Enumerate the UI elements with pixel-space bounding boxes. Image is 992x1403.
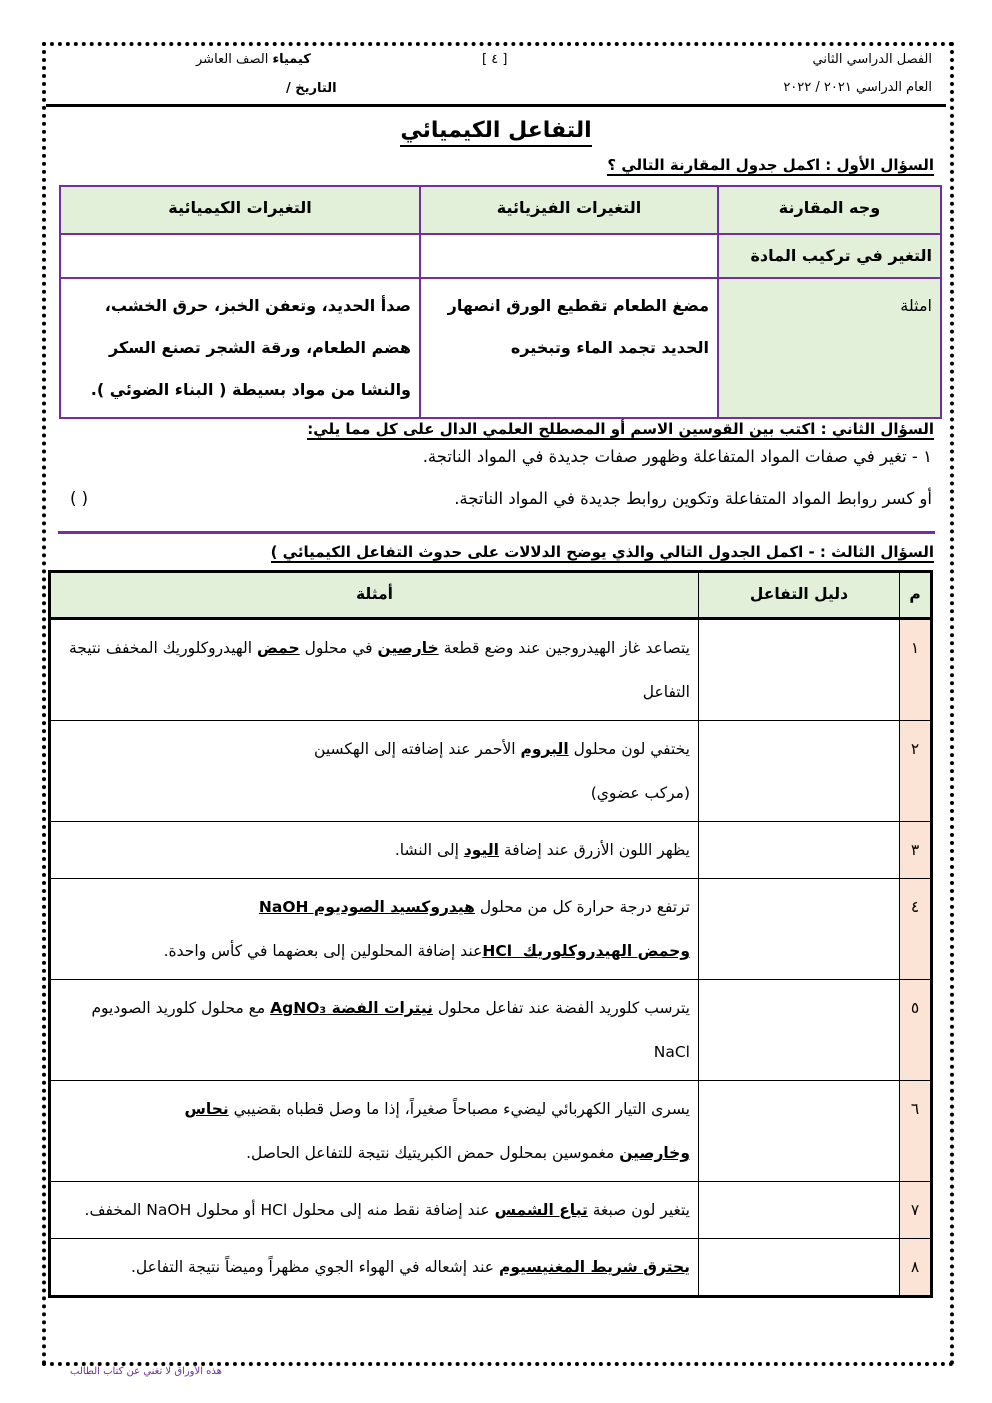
example-cell: يترسب كلوريد الفضة عند تفاعل محلول نيترا…	[49, 979, 699, 1081]
header-cell: دليل التفاعل	[698, 571, 900, 620]
example-text: يترسب كلوريد الفضة عند تفاعل محلول	[432, 999, 690, 1017]
key-term: اليود	[463, 841, 499, 859]
table-row: ٣ يظهر اللون الأزرق عند إضافة اليود إلى ا…	[49, 821, 932, 879]
answer-cell[interactable]	[419, 233, 719, 279]
table-row: ٦ يسرى التيار الكهربائي ليضيء مصباحاً صغي…	[49, 1080, 932, 1182]
key-term: وحمض الهيدروكلوريك HCl	[482, 942, 690, 960]
key-term: يحترق شريط المغنيسيوم	[498, 1258, 690, 1276]
header-cell: وجه المقارنة	[717, 185, 942, 235]
row-number: ٨	[899, 1238, 932, 1297]
chemical-examples: صدأ الحديد، وتعفن الخبز، حرق الخشب، هضم …	[59, 277, 421, 419]
evidence-answer-cell[interactable]	[698, 1181, 900, 1239]
row-label: التغير في تركيب المادة	[717, 233, 942, 279]
table-row: ٥ يترسب كلوريد الفضة عند تفاعل محلول نيتر…	[49, 979, 932, 1081]
answer-blank[interactable]: ( )	[70, 489, 89, 508]
example-text: يسرى التيار الكهربائي ليضيء مصباحاً صغير…	[228, 1100, 690, 1118]
example-text: ترتفع درجة حرارة كل من محلول	[474, 898, 690, 916]
example-text: عند إضافة المحلولين إلى بعضهما في كأس وا…	[163, 942, 483, 960]
example-cell: يتغير لون صبغة تباع الشمس عند إضافة نقط …	[49, 1181, 699, 1239]
page-title: التفاعل الكيميائي	[0, 118, 992, 147]
table-header-row: م دليل التفاعل أمثلة	[49, 571, 932, 620]
subject-grade: كيمياء الصف العاشر	[196, 52, 311, 67]
table-header-row: وجه المقارنة التغيرات الفيزيائية التغيرا…	[59, 185, 942, 235]
table-row: ٢ يختفي لون محلول البروم الأحمر عند إضافت…	[49, 720, 932, 822]
table-row: امثلة مضغ الطعام تقطيع الورق انصهار الحد…	[59, 277, 942, 419]
physical-examples: مضغ الطعام تقطيع الورق انصهار الحديد تجم…	[419, 277, 719, 419]
example-cell: يسرى التيار الكهربائي ليضيء مصباحاً صغير…	[49, 1080, 699, 1182]
example-text: في محلول	[299, 639, 378, 657]
evidence-answer-cell[interactable]	[698, 821, 900, 879]
page-border	[42, 42, 954, 1366]
example-text: يتغير لون صبغة	[587, 1201, 690, 1219]
row-number: ٣	[899, 821, 932, 879]
example-text: إلى النشا.	[394, 841, 464, 859]
key-term: خارصين	[377, 639, 439, 657]
evidence-answer-cell[interactable]	[698, 1080, 900, 1182]
evidence-answer-cell[interactable]	[698, 979, 900, 1081]
table-row: ٧ يتغير لون صبغة تباع الشمس عند إضافة نقط…	[49, 1181, 932, 1239]
row-label: امثلة	[717, 277, 942, 419]
example-text: يظهر اللون الأزرق عند إضافة	[498, 841, 690, 859]
table-row: ٨ يحترق شريط المغنيسيوم عند إشعاله في اله…	[49, 1238, 932, 1297]
q2-heading: السؤال الثاني : اكتب بين القوسين الاسم أ…	[307, 420, 934, 440]
page-title-text: التفاعل الكيميائي	[400, 118, 592, 147]
date-label: التاريخ /	[286, 81, 337, 96]
example-cell: يتصاعد غاز الهيدروجين عند وضع قطعة خارصي…	[49, 618, 699, 721]
example-text: يختفي لون محلول	[568, 740, 690, 758]
answer-cell[interactable]	[59, 233, 421, 279]
key-term: هيدروكسيد الصوديوم NaOH	[258, 898, 475, 916]
example-cell: ترتفع درجة حرارة كل من محلول هيدروكسيد ا…	[49, 878, 699, 980]
q1-heading: السؤال الأول : اكمل جدول المقارنة التالي…	[607, 156, 934, 176]
evidence-answer-cell[interactable]	[698, 878, 900, 980]
row-number: ٦	[899, 1080, 932, 1182]
table-row: ٤ ترتفع درجة حرارة كل من محلول هيدروكسيد …	[49, 878, 932, 980]
evidence-answer-cell[interactable]	[698, 1238, 900, 1297]
example-text: مع محلول كلوريد الصوديوم NaCl	[86, 999, 690, 1061]
key-term: البروم	[520, 740, 569, 758]
evidence-answer-cell[interactable]	[698, 720, 900, 822]
key-term: تباع الشمس	[494, 1201, 588, 1219]
example-text: يتصاعد غاز الهيدروجين عند وضع قطعة	[438, 639, 690, 657]
table-row: ١ يتصاعد غاز الهيدروجين عند وضع قطعة خارص…	[49, 618, 932, 721]
grade-label: الصف العاشر	[196, 52, 273, 67]
subject-name: كيمياء	[272, 52, 311, 67]
q3-heading: السؤال الثالث : - اكمل الجدول التالي وال…	[270, 543, 934, 563]
key-term: نحاس	[184, 1100, 229, 1118]
evidence-answer-cell[interactable]	[698, 618, 900, 721]
example-text: الهيدروكلوريك المخفف نتيجة التفاعل	[64, 639, 690, 701]
example-cell: يختفي لون محلول البروم الأحمر عند إضافته…	[49, 720, 699, 822]
semester-label: الفصل الدراسي الثاني	[812, 52, 932, 67]
header-cell: التغيرات الفيزيائية	[419, 185, 719, 235]
row-number: ٤	[899, 878, 932, 980]
example-text: مغموسين بمحلول حمض الكبريتيك نتيجة للتفا…	[246, 1144, 620, 1162]
comparison-table: وجه المقارنة التغيرات الفيزيائية التغيرا…	[59, 185, 942, 419]
row-number: ١	[899, 618, 932, 721]
row-number: ٢	[899, 720, 932, 822]
table-row: التغير في تركيب المادة	[59, 233, 942, 279]
q2-item-1-cont: أو كسر روابط المواد المتفاعلة وتكوين روا…	[454, 489, 932, 508]
header-cell: التغيرات الكيميائية	[59, 185, 421, 235]
example-text: (مركب عضوي)	[590, 784, 690, 802]
key-term: وخارصين	[619, 1144, 690, 1162]
example-text: الأحمر عند إضافته إلى الهكسين	[309, 740, 521, 758]
footer-note: هذه الأوراق لا تغني عن كتاب الطالب	[70, 1366, 222, 1377]
q2-item-1: ١ - تغير في صفات المواد المتفاعلة وظهور …	[422, 447, 932, 466]
academic-year: العام الدراسي ٢٠٢١ / ٢٠٢٢	[783, 80, 932, 95]
evidence-table: م دليل التفاعل أمثلة ١ يتصاعد غاز الهيدرو…	[48, 570, 933, 1298]
key-term: حمض	[256, 639, 300, 657]
page-number: [ ٤ ]	[482, 52, 508, 67]
section-divider	[58, 531, 935, 534]
header-cell: م	[899, 571, 932, 620]
example-cell: يحترق شريط المغنيسيوم عند إشعاله في الهو…	[49, 1238, 699, 1297]
row-number: ٧	[899, 1181, 932, 1239]
example-text: عند إشعاله في الهواء الجوي مظهراً وميضاً…	[130, 1258, 499, 1276]
key-term: نيترات الفضة AgNO₃	[270, 999, 433, 1017]
example-text: عند إضافة نقط منه إلى محلول HCl أو محلول…	[84, 1201, 495, 1219]
header-divider	[46, 104, 946, 107]
header-cell: أمثلة	[49, 571, 699, 620]
example-cell: يظهر اللون الأزرق عند إضافة اليود إلى ال…	[49, 821, 699, 879]
row-number: ٥	[899, 979, 932, 1081]
